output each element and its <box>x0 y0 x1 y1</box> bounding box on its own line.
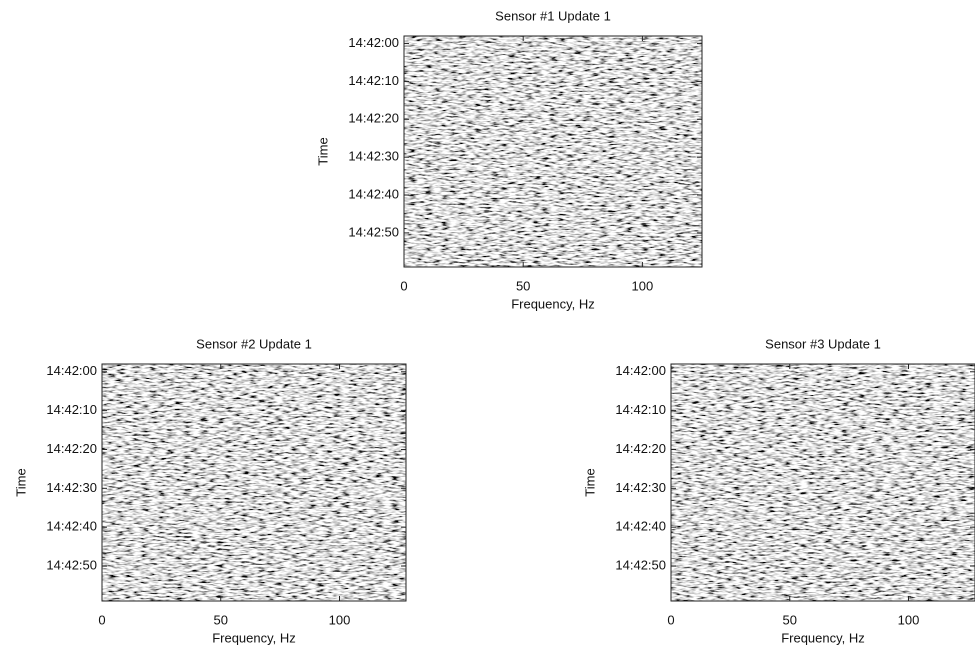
y-tick-label: 14:42:40 <box>46 519 97 534</box>
spectrogram-panel: Sensor #3 Update 1 Frequency, Hz Time 0 50 10… <box>582 336 975 645</box>
plot-frame <box>403 35 703 268</box>
spectrogram-image <box>671 364 975 601</box>
x-tick-label: 100 <box>632 278 654 293</box>
y-tick-label: 14:42:10 <box>348 73 399 88</box>
y-axis-label: Time <box>13 468 28 496</box>
x-tick-label: 0 <box>400 278 407 293</box>
y-tick-label: 14:42:10 <box>46 402 97 417</box>
spectrogram-panel: Sensor #2 Update 1 Frequency, Hz Time 0 50 10… <box>13 336 407 645</box>
x-axis-label: Frequency, Hz <box>781 630 865 645</box>
spectrogram-image <box>102 364 406 601</box>
chart-title: Sensor #1 Update 1 <box>495 8 611 23</box>
y-tick-label: 14:42:10 <box>615 402 666 417</box>
y-tick-label: 14:42:50 <box>46 557 97 572</box>
x-axis-label: Frequency, Hz <box>511 296 595 311</box>
plot-frame <box>101 363 407 602</box>
y-tick-label: 14:42:00 <box>348 35 399 50</box>
y-tick-label: 14:42:50 <box>615 557 666 572</box>
y-tick-label: 14:42:20 <box>348 111 399 126</box>
x-tick-label: 100 <box>898 612 920 627</box>
chart-title: Sensor #2 Update 1 <box>196 336 312 351</box>
y-tick-label: 14:42:00 <box>615 363 666 378</box>
spectrogram-image <box>404 36 702 267</box>
x-tick-label: 50 <box>516 278 530 293</box>
y-tick-label: 14:42:20 <box>615 441 666 456</box>
x-tick-label: 0 <box>98 612 105 627</box>
plot-frame <box>670 363 975 602</box>
y-tick-label: 14:42:20 <box>46 441 97 456</box>
y-tick-label: 14:42:40 <box>348 186 399 201</box>
y-tick-label: 14:42:30 <box>348 149 399 164</box>
y-axis-label: Time <box>582 468 597 496</box>
y-axis-label: Time <box>315 137 330 165</box>
x-tick-label: 50 <box>214 612 228 627</box>
x-tick-label: 0 <box>667 612 674 627</box>
y-tick-label: 14:42:50 <box>348 224 399 239</box>
x-tick-label: 100 <box>329 612 351 627</box>
y-tick-label: 14:42:00 <box>46 363 97 378</box>
y-tick-label: 14:42:30 <box>615 480 666 495</box>
chart-title: Sensor #3 Update 1 <box>765 336 881 351</box>
x-axis-label: Frequency, Hz <box>212 630 296 645</box>
x-tick-label: 50 <box>783 612 797 627</box>
y-tick-label: 14:42:40 <box>615 519 666 534</box>
y-tick-label: 14:42:30 <box>46 480 97 495</box>
spectrogram-panel: Sensor #1 Update 1 Frequency, Hz Time 0 50 10… <box>315 8 703 311</box>
